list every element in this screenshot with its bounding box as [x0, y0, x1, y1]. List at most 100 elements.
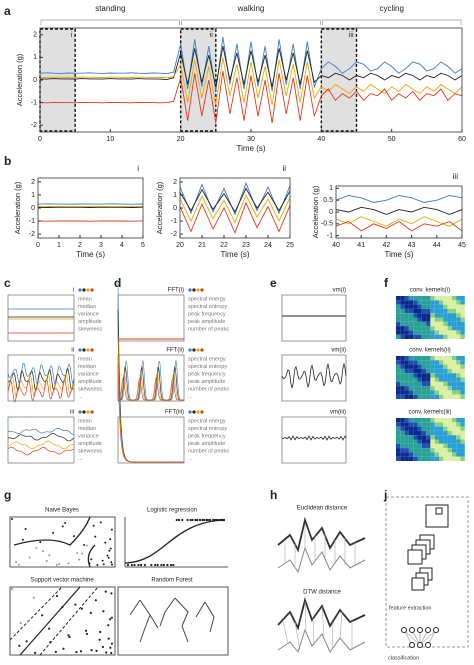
lr-point	[150, 563, 153, 567]
vm-title: vm(iii)	[330, 410, 346, 416]
kernel-cell	[439, 300, 444, 305]
kernel-cell	[404, 296, 409, 301]
svm-point	[95, 649, 98, 652]
kernel-cell	[430, 448, 435, 453]
kernel-cell	[400, 377, 405, 382]
feature-name: skewness	[78, 448, 102, 454]
kernel-cell	[421, 394, 427, 399]
distance-title: Euclidean distance	[297, 506, 348, 512]
feature-name: amplitude	[78, 379, 102, 385]
kernel-cell	[430, 321, 435, 327]
kernel-cell	[460, 356, 465, 361]
thumbnail-trace	[281, 362, 347, 390]
kernel-cell	[417, 426, 422, 431]
x-tick-label: 25	[286, 242, 294, 249]
kernel-cell	[460, 439, 465, 444]
kernel-cell	[404, 317, 409, 322]
kernel-cell	[460, 435, 465, 440]
feature-name: number of peaks	[188, 448, 229, 454]
kernel-cell	[430, 456, 435, 461]
kernel-cell	[447, 313, 452, 318]
kernel-cell	[421, 430, 427, 436]
kernel-cell	[430, 377, 435, 382]
kernel-cell	[413, 422, 418, 427]
kernel-cell	[447, 430, 452, 436]
lr-point	[154, 563, 157, 567]
kernel-cell	[417, 368, 422, 374]
kernel-cell	[408, 364, 414, 369]
kernel-cell	[447, 426, 452, 431]
nb-point	[15, 561, 18, 564]
kernel-cell	[421, 418, 427, 423]
svm-box	[9, 586, 116, 656]
kernel-cell	[439, 334, 444, 339]
group-title: ii	[71, 348, 74, 354]
kernel-cell	[413, 368, 418, 374]
kernel-cell	[404, 321, 409, 327]
nb-point	[102, 563, 105, 566]
kernel-cell	[421, 364, 427, 369]
feature-name: mean	[78, 356, 92, 362]
thumbnail-box	[117, 294, 185, 342]
kernel-cell	[443, 418, 448, 423]
kernel-cell	[456, 313, 461, 318]
svm-point	[104, 590, 107, 593]
nb-point	[21, 538, 24, 541]
svm-point	[67, 634, 70, 637]
kernel-cell	[408, 330, 414, 335]
kernel-cell	[451, 452, 457, 457]
kernel-cell	[443, 381, 448, 387]
kernel-cell	[417, 373, 422, 378]
kernel-cell	[460, 330, 465, 335]
kernel-cell	[408, 360, 414, 365]
feature-name: number of peaks	[188, 326, 229, 332]
kernel-cell	[456, 356, 461, 361]
nb-point	[35, 547, 38, 550]
feature-name: ...	[78, 394, 83, 400]
kernel-cell	[426, 296, 431, 301]
kernel-cell	[413, 386, 418, 391]
kernel-cell	[426, 364, 431, 369]
feature-name: spectral energy	[188, 296, 226, 302]
panel-label: c	[4, 276, 11, 290]
kernel-cell	[408, 304, 414, 309]
kernel-cell	[417, 443, 422, 449]
kernel-cell	[451, 308, 457, 314]
kernel-cell	[447, 448, 452, 453]
chart-subtitle: ii	[282, 164, 286, 173]
y-tick-label: 0.5	[323, 197, 333, 204]
kernel-cell	[413, 443, 418, 449]
kernel-cell	[451, 394, 457, 399]
kernel-cell	[443, 296, 448, 301]
kernel-cell	[404, 439, 409, 444]
kernel-cell	[447, 381, 452, 387]
kernel-cell	[430, 386, 435, 391]
y-tick-label: 1	[173, 192, 177, 199]
kernel-cell	[456, 373, 461, 378]
kernel-cell	[426, 452, 431, 457]
svm-point	[19, 621, 22, 625]
kernel-cell	[400, 386, 405, 391]
x-tick-label: 42	[383, 242, 391, 249]
kernel-cell	[447, 368, 452, 374]
thumbnail-box	[117, 416, 185, 464]
kernel-cell	[451, 448, 457, 453]
nb-point	[110, 528, 113, 531]
lr-point	[130, 563, 134, 567]
activity-bracket	[321, 19, 462, 25]
thumbnail-box	[7, 294, 75, 342]
kernel-cell	[400, 296, 405, 301]
kernel-cell	[396, 456, 401, 461]
kernel-cell	[447, 308, 452, 314]
kernel-cell	[404, 435, 409, 440]
y-tick-label: 2	[173, 179, 177, 186]
feature-name: peak frequency	[188, 311, 226, 317]
kernel-cell	[451, 364, 457, 369]
kernel-cell	[451, 435, 457, 440]
kernel-cell	[396, 430, 401, 436]
kernel-cell	[456, 330, 461, 335]
nb-point	[110, 561, 113, 564]
kernel-cell	[417, 304, 422, 309]
kernel-cell	[456, 300, 461, 305]
method-title: Support vector machine	[30, 578, 94, 584]
